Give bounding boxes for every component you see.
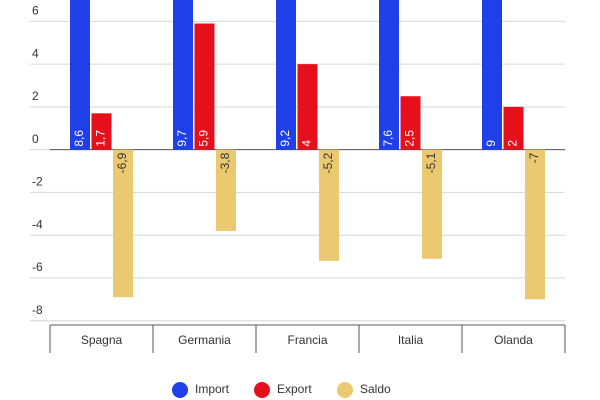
- y-tick-label: -2: [32, 175, 43, 189]
- bar: [216, 149, 236, 231]
- legend-label: Import: [195, 382, 230, 396]
- bar: [276, 0, 296, 150]
- x-tick-label: Italia: [398, 333, 424, 347]
- bar: [113, 149, 133, 298]
- value-label: 5,9: [197, 130, 211, 147]
- y-tick-label: 4: [32, 46, 39, 60]
- legend-label: Saldo: [360, 382, 391, 396]
- value-label: -3,8: [218, 152, 232, 173]
- x-tick-label: Olanda: [494, 333, 533, 347]
- value-label: 7,6: [381, 130, 395, 147]
- y-tick-label: 6: [32, 4, 39, 18]
- bar: [400, 96, 421, 150]
- x-tick-label: Germania: [178, 333, 231, 347]
- value-label: -5,2: [321, 152, 335, 173]
- x-tick-label: Spagna: [81, 333, 123, 347]
- bar: [379, 0, 399, 150]
- bar: [297, 64, 318, 150]
- value-label: -5,1: [424, 152, 438, 173]
- legend-label: Export: [277, 382, 312, 396]
- legend-swatch: [254, 382, 270, 398]
- legend-swatch: [172, 382, 188, 398]
- value-label: 2: [506, 140, 520, 147]
- value-label: 9,2: [278, 130, 292, 147]
- bar: [70, 0, 90, 150]
- bar: [173, 0, 193, 150]
- value-label: 9: [484, 140, 498, 147]
- y-tick-label: -6: [32, 260, 43, 274]
- bar: [319, 149, 339, 261]
- legend-swatch: [337, 382, 353, 398]
- value-label: 4: [300, 140, 314, 147]
- value-label: -7: [527, 152, 541, 163]
- value-label: 8,6: [72, 130, 86, 147]
- bar: [91, 113, 112, 150]
- value-label: 2,5: [403, 130, 417, 147]
- bar: [194, 23, 215, 150]
- y-tick-label: -4: [32, 217, 43, 231]
- bar: [525, 149, 545, 300]
- bar: [422, 149, 442, 259]
- bar: [482, 0, 502, 150]
- value-label: 1,7: [94, 130, 108, 147]
- y-tick-label: 2: [32, 89, 39, 103]
- bar: [503, 106, 524, 150]
- y-tick-label: -8: [32, 303, 43, 317]
- value-label: -6,9: [115, 152, 129, 173]
- x-tick-label: Francia: [287, 333, 327, 347]
- y-tick-label: 0: [32, 132, 39, 146]
- value-label: 9,7: [175, 130, 189, 147]
